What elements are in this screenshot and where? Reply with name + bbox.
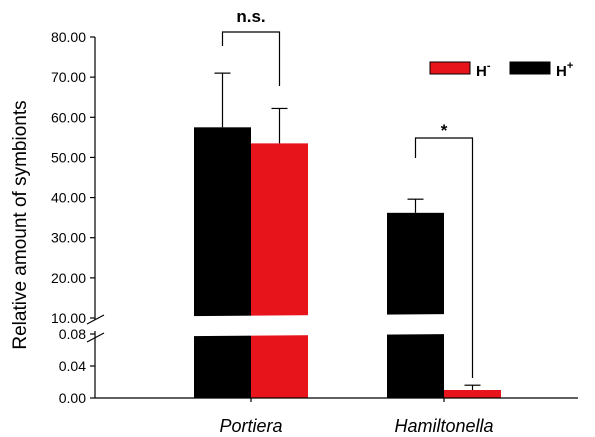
axis-break-mark bbox=[86, 332, 105, 343]
legend-label: H+ bbox=[556, 60, 573, 80]
y-tick-label: 40.00 bbox=[51, 190, 86, 206]
y-tick-label: 0.04 bbox=[59, 358, 86, 374]
y-axis-title: Relative amount of symbionts bbox=[10, 100, 31, 349]
y-tick-label: 70.00 bbox=[51, 69, 86, 85]
significance-label: n.s. bbox=[236, 7, 265, 26]
y-tick-label: 0.08 bbox=[59, 326, 86, 342]
x-category-label: Portiera bbox=[219, 416, 282, 436]
x-category-label: Hamiltonella bbox=[394, 416, 493, 436]
legend-label: H- bbox=[476, 60, 491, 80]
significance-bracket bbox=[414, 137, 474, 378]
y-tick-label: 60.00 bbox=[51, 109, 86, 125]
axis-break-gap bbox=[80, 313, 588, 337]
axis-break-mark bbox=[86, 314, 105, 325]
bar-Hminus-hamiltonella bbox=[444, 390, 501, 398]
y-tick-label: 30.00 bbox=[51, 230, 86, 246]
y-tick-label: 80.00 bbox=[51, 29, 86, 45]
bar-Hplus-portiera bbox=[194, 127, 251, 399]
y-tick-label: 20.00 bbox=[51, 270, 86, 286]
significance-bracket bbox=[221, 31, 281, 86]
legend-label-base: H bbox=[476, 63, 487, 80]
y-tick-label: 10.00 bbox=[51, 310, 86, 326]
bar-Hplus-hamiltonella bbox=[387, 212, 444, 398]
significance-label: * bbox=[441, 121, 448, 140]
legend-label-sup: - bbox=[487, 60, 491, 72]
legend-label-base: H bbox=[556, 63, 567, 80]
bar-Hminus-portiera bbox=[251, 143, 308, 398]
y-tick-label: 0.00 bbox=[59, 390, 86, 406]
y-tick-label: 50.00 bbox=[51, 149, 86, 165]
legend-swatch bbox=[509, 61, 551, 75]
legend-swatch bbox=[429, 61, 471, 75]
legend-label-sup: + bbox=[567, 60, 573, 72]
